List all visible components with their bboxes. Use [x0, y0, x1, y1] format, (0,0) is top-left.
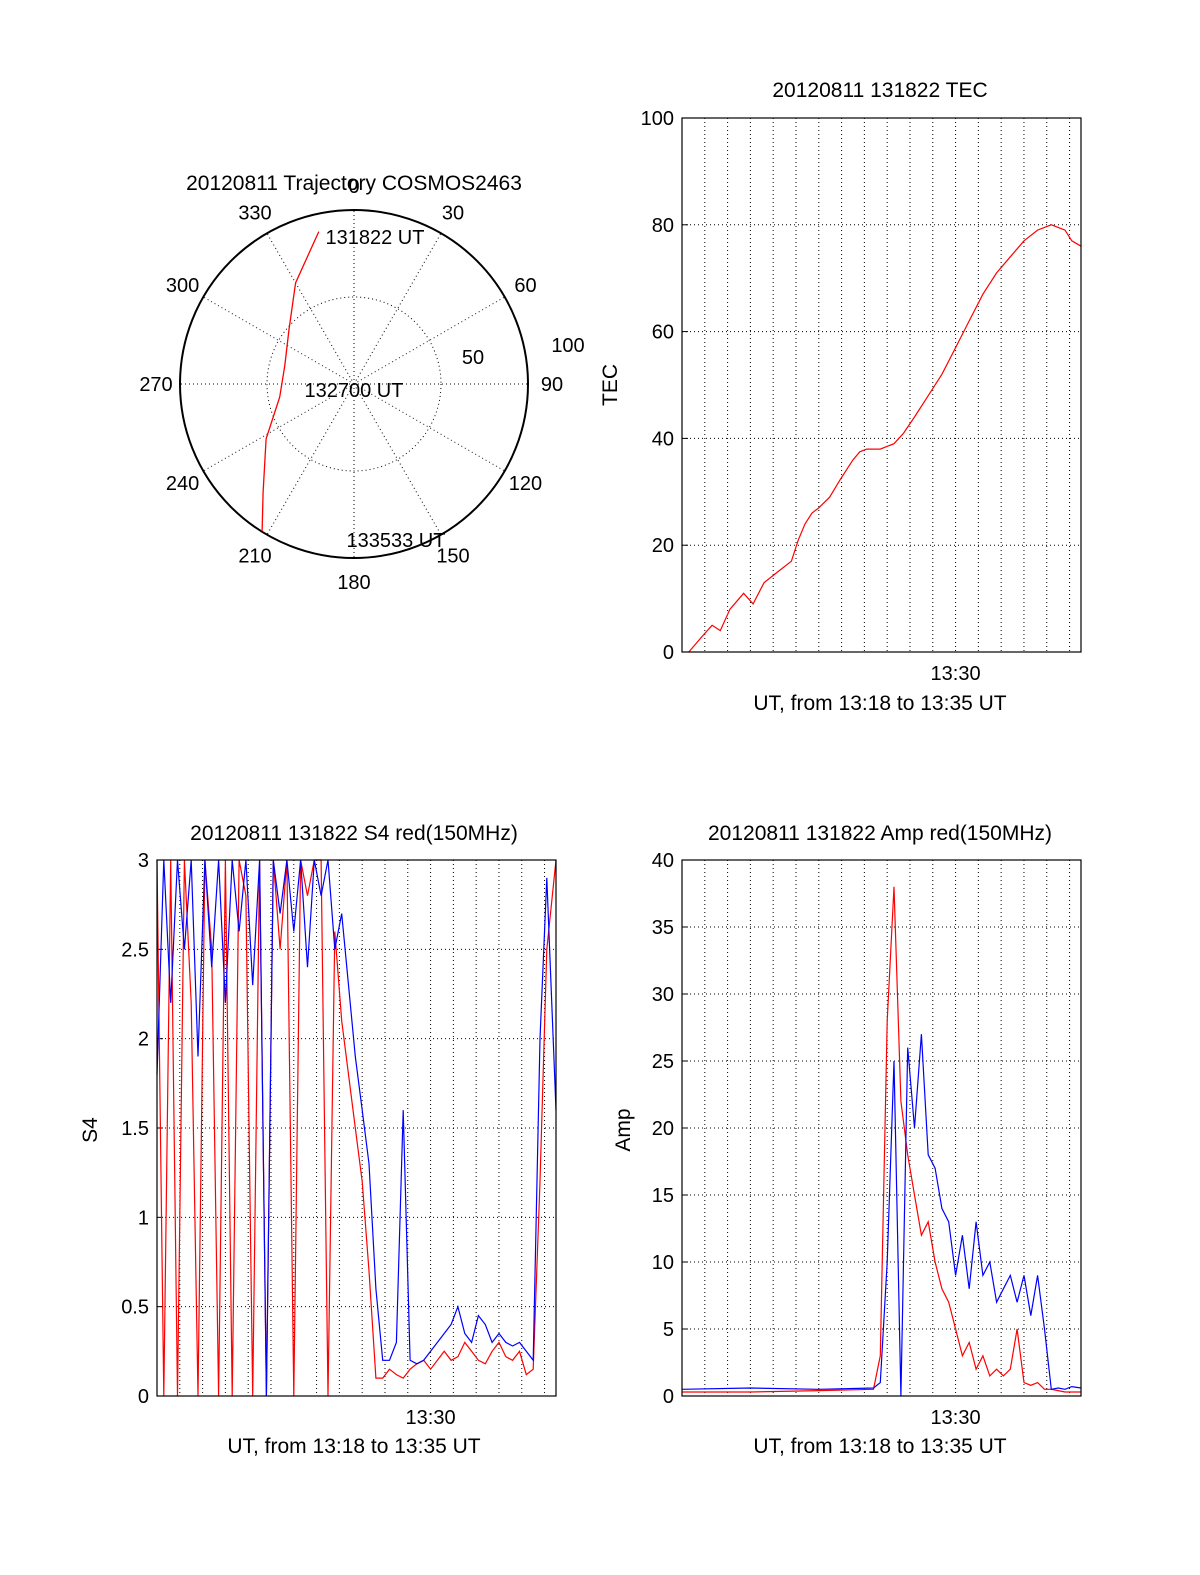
- tec-title: 20120811 131822 TEC: [772, 79, 987, 102]
- tec-plot-area: 0 20 40 60 80 100 13:30: [641, 108, 1082, 685]
- trajectory-polar-panel: 20120811 Trajectory COSMOS2463 0 30 60 90 12…: [139, 172, 584, 594]
- s4-panel: 20120811 131822 S4 red(150MHz) 0 0.5 1 1.5 2…: [79, 822, 557, 1458]
- polar-spoke: [266, 233, 355, 385]
- polar-point-label: 133533 UT: [347, 530, 446, 552]
- polar-spoke: [266, 383, 355, 535]
- polar-outer-ring: [179, 209, 529, 559]
- polar-azimuth-label: 120: [509, 473, 542, 495]
- tec-panel: 20120811 131822 TEC 0 20 40 60 80 100 13:30 UT…: [599, 79, 1082, 715]
- tec-ytick-label: 40: [652, 428, 674, 450]
- s4-series-blue: [156, 859, 557, 1397]
- s4-ytick-label: 3: [138, 850, 149, 872]
- polar-point-label: 131822 UT: [326, 227, 425, 249]
- s4-xtick-label: 13:30: [406, 1407, 456, 1429]
- polar-spoke: [353, 296, 505, 385]
- polar-azimuth-label: 330: [238, 203, 271, 225]
- amp-ytick-label: 35: [652, 917, 674, 939]
- amp-title: 20120811 131822 Amp red(150MHz): [708, 822, 1052, 845]
- polar-radius-label: 100: [551, 335, 584, 357]
- polar-trajectory-series: [261, 231, 320, 532]
- amp-ytick-label: 5: [663, 1319, 674, 1341]
- s4-ytick-label: 2.5: [121, 939, 149, 961]
- tec-ytick-label: 100: [641, 108, 674, 130]
- polar-azimuth-label: 30: [442, 203, 464, 225]
- polar-azimuth-label: 150: [436, 545, 469, 567]
- polar-trajectory-line: [261, 231, 320, 532]
- polar-spoke: [353, 233, 442, 385]
- amp-ytick-label: 25: [652, 1051, 674, 1073]
- polar-grid: [179, 209, 529, 559]
- amp-ytick-label: 10: [652, 1252, 674, 1274]
- amp-panel: 20120811 131822 Amp red(150MHz) 0 5 10 15 20…: [612, 822, 1082, 1458]
- amp-ytick-label: 15: [652, 1185, 674, 1207]
- polar-point-label: 132700 UT: [305, 380, 404, 402]
- s4-axes-frame: [156, 859, 557, 1397]
- polar-ring-50: [266, 296, 442, 472]
- amp-ytick-label: 30: [652, 984, 674, 1006]
- tec-xtick-label: 13:30: [931, 663, 981, 685]
- s4-plot-area: 0 0.5 1 1.5 2 2.5 3 13:30: [121, 850, 557, 1429]
- tec-ytick-label: 60: [652, 322, 674, 344]
- amp-series-blue: [681, 1034, 1082, 1397]
- amp-xtick-label: 13:30: [931, 1407, 981, 1429]
- s4-ylabel: S4: [79, 1117, 102, 1143]
- tec-ytick-label: 0: [663, 642, 674, 664]
- s4-ytick-label: 1.5: [121, 1118, 149, 1140]
- s4-series-red: [156, 859, 557, 1397]
- polar-spoke: [353, 383, 505, 472]
- s4-ytick-label: 2: [138, 1029, 149, 1051]
- polar-azimuth-label: 180: [337, 572, 370, 594]
- polar-spoke: [353, 383, 442, 535]
- polar-spoke: [203, 296, 355, 385]
- amp-xlabel: UT, from 13:18 to 13:35 UT: [753, 1435, 1006, 1458]
- polar-title: 20120811 Trajectory COSMOS2463: [186, 172, 522, 195]
- polar-azimuth-label: 240: [166, 473, 199, 495]
- polar-azimuth-label: 90: [541, 374, 563, 396]
- amp-ylabel: Amp: [612, 1108, 635, 1151]
- polar-azimuth-label: 60: [514, 275, 536, 297]
- polar-azimuth-label: 210: [238, 545, 271, 567]
- amp-plot-area: 0 5 10 15 20 25 30 35 40 13:30: [652, 850, 1082, 1429]
- amp-ytick-label: 40: [652, 850, 674, 872]
- s4-ytick-label: 0.5: [121, 1297, 149, 1319]
- amp-ytick-label: 20: [652, 1118, 674, 1140]
- polar-radius-label: 50: [462, 347, 484, 369]
- s4-ytick-label: 1: [138, 1207, 149, 1229]
- polar-azimuth-label: 270: [139, 374, 172, 396]
- polar-azimuth-label: 300: [166, 275, 199, 297]
- s4-title: 20120811 131822 S4 red(150MHz): [190, 822, 518, 845]
- tec-ylabel: TEC: [599, 364, 622, 406]
- amp-axes-frame: [681, 859, 1082, 1397]
- tec-series-red: [688, 224, 1082, 653]
- polar-azimuth-label: 0: [348, 176, 359, 198]
- s4-xlabel: UT, from 13:18 to 13:35 UT: [227, 1435, 480, 1458]
- s4-ytick-label: 0: [138, 1386, 149, 1408]
- tec-ytick-label: 20: [652, 535, 674, 557]
- polar-spoke: [203, 383, 355, 472]
- tec-xlabel: UT, from 13:18 to 13:35 UT: [753, 692, 1006, 715]
- tec-ytick-label: 80: [652, 215, 674, 237]
- amp-ytick-label: 0: [663, 1386, 674, 1408]
- polar-labels: 0 30 60 90 120 150 180 210 240 270 300 330 50 100 1318…: [139, 176, 584, 594]
- amp-series-red: [682, 886, 1081, 1393]
- tec-axes-frame: [681, 117, 1082, 653]
